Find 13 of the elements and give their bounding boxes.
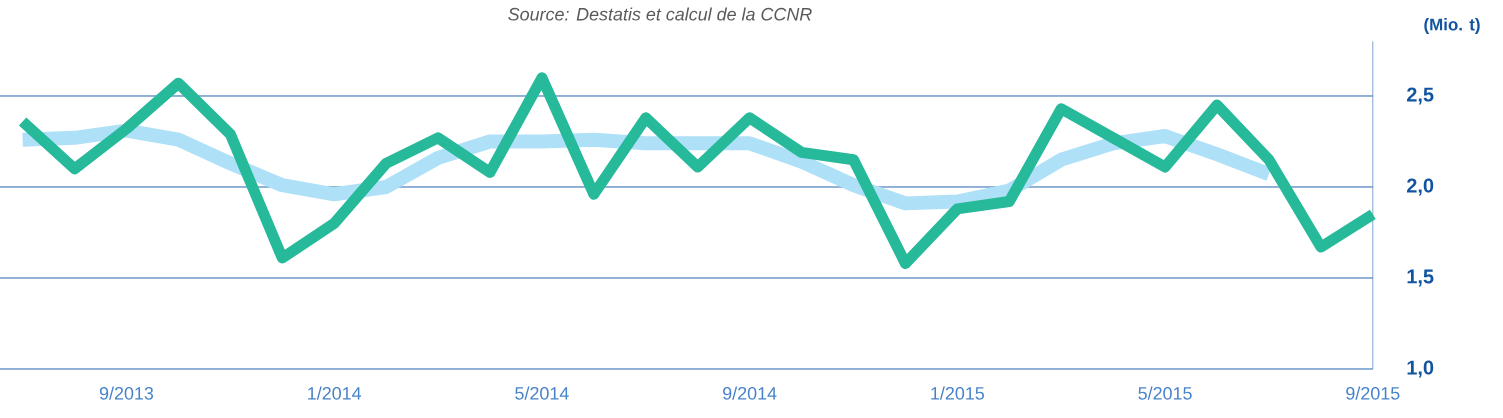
source-note: Source: Destatis et calcul de la CCNR — [508, 7, 812, 21]
x-tick-label: 5/2014 — [515, 386, 569, 400]
x-tick-label: 9/2015 — [1346, 386, 1400, 400]
y-tick-label: 2,5 — [1407, 87, 1434, 105]
x-tick-label: 9/2014 — [723, 386, 777, 400]
x-tick-label: 1/2015 — [931, 386, 985, 400]
x-tick-label: 1/2014 — [308, 386, 362, 400]
y-tick-label: 1,0 — [1407, 360, 1434, 378]
y-tick-label: 1,5 — [1407, 269, 1434, 287]
y-tick-label: 2,0 — [1407, 178, 1434, 196]
y-axis-title: (Mio. t) — [1424, 18, 1480, 34]
x-tick-label: 5/2015 — [1138, 386, 1192, 400]
x-tick-label: 9/2013 — [99, 386, 154, 400]
